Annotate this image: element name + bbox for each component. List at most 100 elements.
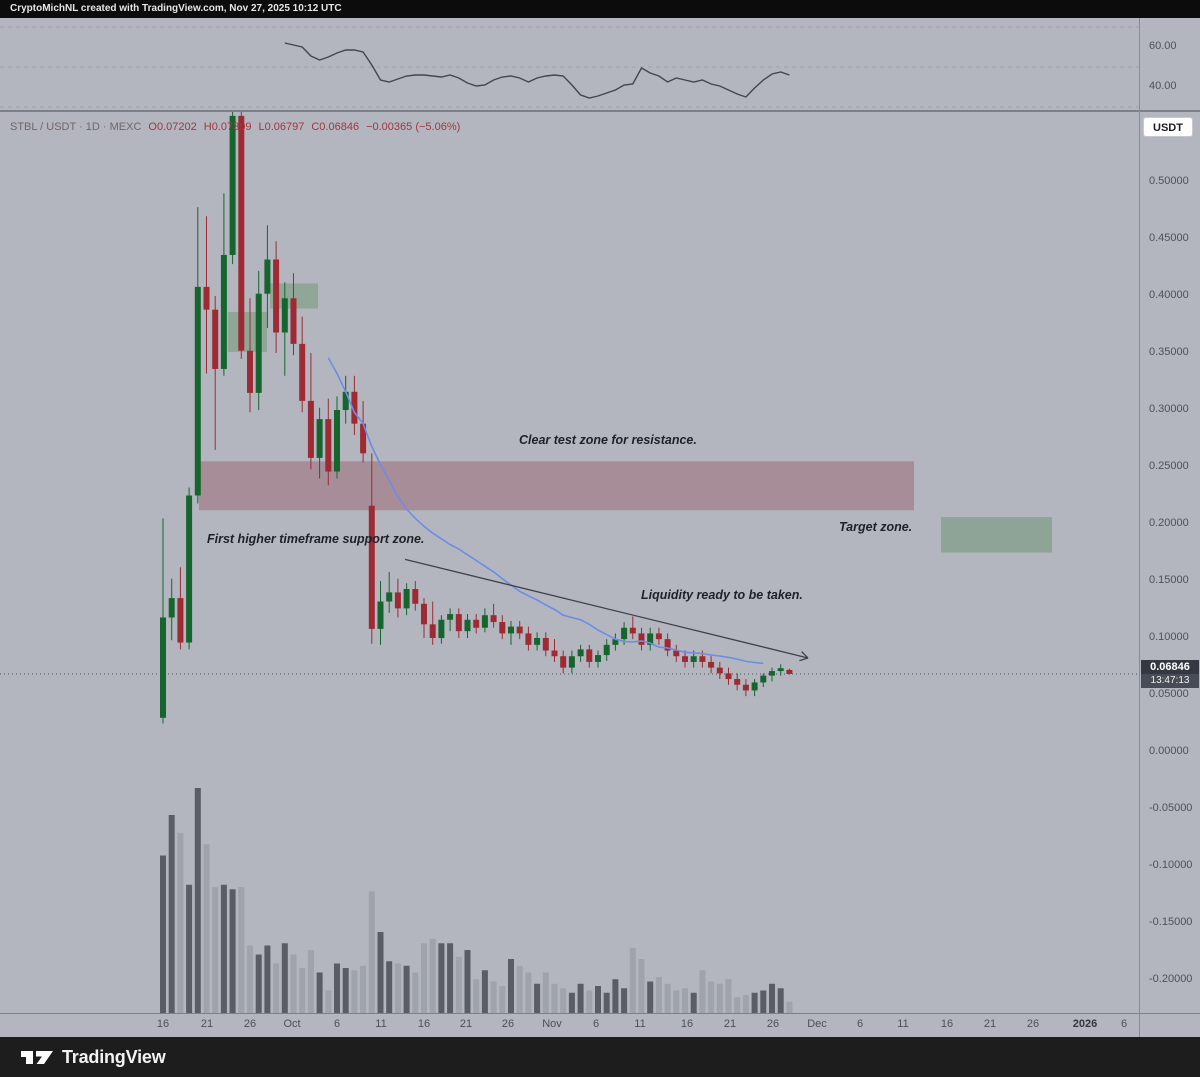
volume-bar (742, 995, 749, 1013)
candle-body (516, 626, 523, 634)
volume-bar (360, 965, 367, 1013)
time-axis-label: 16 (940, 1018, 954, 1030)
candle-body (708, 661, 715, 668)
symbol-title[interactable]: STBL / USDT · 1D · MEXC (10, 121, 142, 133)
volume-bar (516, 965, 523, 1013)
volume-bar (220, 884, 227, 1013)
candle-body (229, 115, 236, 255)
time-axis-label: 16 (680, 1018, 694, 1030)
candle-body (638, 633, 645, 645)
volume-bar (490, 981, 497, 1013)
candle-body (777, 668, 784, 672)
time-axis-label: 11 (634, 1018, 646, 1030)
candle-body (447, 614, 454, 620)
time-axis-label: 6 (856, 1018, 864, 1030)
volume-bar (647, 981, 654, 1013)
trendline[interactable] (404, 558, 809, 659)
candle-body (508, 626, 514, 634)
target-zone-box[interactable] (941, 517, 1052, 553)
candle-body (212, 309, 219, 369)
volume-bar (229, 889, 236, 1013)
rsi-plot[interactable] (0, 18, 1140, 110)
tradingview-wordmark[interactable]: TradingView (62, 1046, 166, 1067)
price-axis-label: 0.50000 (1149, 175, 1189, 187)
candle-body (360, 423, 367, 454)
price-axis-label: 0.45000 (1149, 232, 1189, 244)
annotation-support-note[interactable]: First higher timeframe support zone. (207, 532, 425, 546)
volume-bar (247, 945, 253, 1013)
candle-body (760, 675, 767, 683)
tradingview-logo-icon[interactable] (20, 1045, 54, 1069)
time-axis-label: 21 (723, 1018, 737, 1030)
ohlc-value: H0.07309 (203, 121, 252, 133)
candle-body (273, 259, 280, 333)
annotation-resistance-note[interactable]: Clear test zone for resistance. (519, 433, 697, 447)
volume-bar (299, 968, 306, 1013)
volume-bar (386, 961, 393, 1013)
volume-bar (638, 959, 645, 1013)
candle-body (342, 391, 349, 410)
volume-bar (769, 983, 775, 1013)
volume-bar (394, 963, 401, 1013)
candle-body (586, 649, 593, 662)
currency-toggle-button[interactable]: USDT (1143, 117, 1193, 137)
price-axis-label: 0.35000 (1149, 346, 1189, 358)
volume-bar (212, 887, 219, 1013)
last-price-badge[interactable]: 0.06846 13:47:13 (1141, 659, 1199, 688)
volume-bar (168, 815, 175, 1013)
volume-bar (281, 943, 288, 1013)
volume-bar (334, 963, 340, 1013)
time-axis-label: Nov (542, 1018, 562, 1030)
volume-bar (273, 963, 280, 1013)
candle-body (647, 633, 654, 645)
candle-body (525, 633, 532, 645)
time-axis-label: 21 (459, 1018, 473, 1030)
volume-bar (664, 983, 671, 1013)
footer-bar: TradingView (0, 1037, 1200, 1077)
candle-body (734, 679, 741, 685)
resistance-zone[interactable] (199, 461, 914, 511)
volume-bar (508, 959, 514, 1013)
volume-bar (586, 990, 593, 1013)
candle-body (264, 259, 271, 294)
candle-body (629, 627, 636, 634)
price-axis-divider (1139, 18, 1140, 1037)
candle-body (621, 627, 628, 640)
candle-body (255, 293, 262, 393)
time-axis-divider (0, 1013, 1200, 1014)
candle-body (247, 350, 253, 393)
volume-bar (499, 986, 506, 1013)
time-axis-label: 21 (983, 1018, 997, 1030)
time-axis-label: Oct (283, 1018, 301, 1030)
panel-divider[interactable] (0, 110, 1200, 112)
time-axis[interactable]: 16 21 26 Oct 6 11 16 21 26 Nov 6 11 16 21 26 Dec 6 11 16 21… (0, 1014, 1140, 1037)
candle-body (194, 286, 201, 496)
rsi-value-axis[interactable]: 60.00 40.00 (1140, 18, 1200, 110)
price-axis-label: -0.10000 (1149, 859, 1193, 871)
volume-bar (716, 983, 723, 1013)
time-axis-label: 26 (501, 1018, 515, 1030)
volume-bar (603, 992, 610, 1013)
candle-body (690, 656, 697, 662)
price-axis[interactable]: USDT 0.06846 13:47:13 0.50000 0.45000 0.40… (1140, 112, 1200, 1014)
volume-bar (429, 938, 436, 1013)
candle-body (560, 656, 567, 668)
time-axis-label: 2026 (1072, 1018, 1098, 1030)
price-chart[interactable] (0, 112, 1140, 1014)
rsi-indicator-panel[interactable] (0, 18, 1140, 110)
volume-bar (725, 979, 732, 1013)
annotation-liquidity-note[interactable]: Liquidity ready to be taken. (641, 588, 803, 602)
ma-line[interactable] (327, 357, 764, 665)
main-price-panel[interactable]: STBL / USDT · 1D · MEXC O0.07202 H0.07309 L… (0, 112, 1140, 1014)
volume-bar (447, 943, 454, 1013)
trendline-arrowhead (799, 657, 809, 662)
volume-bar (777, 988, 784, 1013)
symbol-legend[interactable]: STBL / USDT · 1D · MEXC O0.07202 H0.07309 L… (10, 121, 460, 133)
price-axis-label: -0.15000 (1149, 916, 1193, 928)
volume-bar (368, 891, 375, 1013)
volume-bar (525, 972, 532, 1013)
candle-body (177, 598, 184, 643)
candle-body (290, 298, 297, 344)
annotation-target-note[interactable]: Target zone. (839, 520, 913, 534)
time-axis-label: 16 (156, 1018, 170, 1030)
